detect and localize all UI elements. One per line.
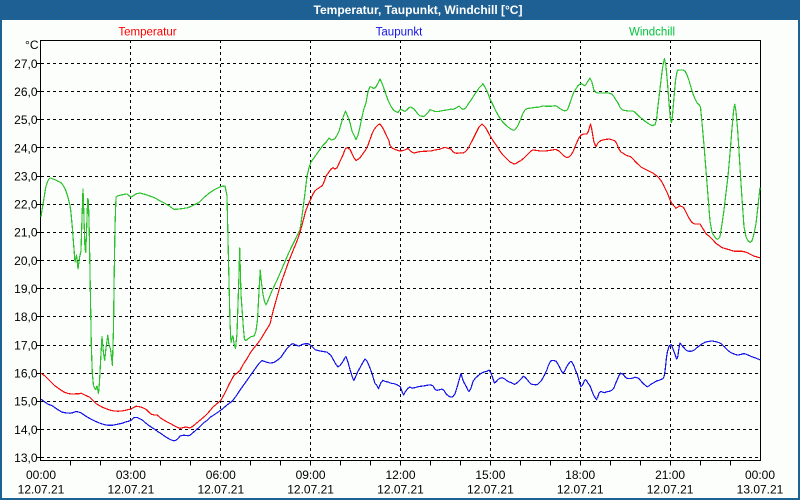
svg-text:12.07.21: 12.07.21 [467,483,514,497]
svg-text:27,0: 27,0 [14,57,38,71]
svg-text:13.07.21: 13.07.21 [737,483,784,497]
svg-text:12.07.21: 12.07.21 [557,483,604,497]
svg-text:09:00: 09:00 [296,468,326,482]
svg-text:25,0: 25,0 [14,113,38,127]
svg-text:Temperatur: Temperatur [118,27,176,39]
svg-text:17,0: 17,0 [14,338,38,352]
svg-text:Windchill: Windchill [629,27,675,39]
svg-text:12.07.21: 12.07.21 [377,483,424,497]
svg-text:00:00: 00:00 [26,468,56,482]
svg-text:18,0: 18,0 [14,310,38,324]
svg-text:12.07.21: 12.07.21 [287,483,334,497]
svg-text:26,0: 26,0 [14,85,38,99]
svg-text:13,0: 13,0 [14,451,38,465]
svg-text:16,0: 16,0 [14,367,38,381]
svg-text:00:00: 00:00 [745,468,775,482]
svg-text:14,0: 14,0 [14,423,38,437]
svg-text:06:00: 06:00 [206,468,236,482]
svg-text:22,0: 22,0 [14,198,38,212]
svg-text:21:00: 21:00 [655,468,685,482]
svg-text:°C: °C [25,38,39,52]
svg-text:18:00: 18:00 [565,468,595,482]
svg-text:12.07.21: 12.07.21 [108,483,155,497]
svg-text:23,0: 23,0 [14,169,38,183]
svg-text:21,0: 21,0 [14,226,38,240]
svg-text:12.07.21: 12.07.21 [197,483,244,497]
svg-text:15:00: 15:00 [475,468,505,482]
svg-text:24,0: 24,0 [14,141,38,155]
svg-text:Taupunkt: Taupunkt [376,27,423,39]
svg-text:19,0: 19,0 [14,282,38,296]
svg-text:12.07.21: 12.07.21 [647,483,694,497]
svg-text:03:00: 03:00 [116,468,146,482]
svg-text:15,0: 15,0 [14,395,38,409]
svg-text:12.07.21: 12.07.21 [18,483,65,497]
svg-text:12:00: 12:00 [385,468,415,482]
svg-text:20,0: 20,0 [14,254,38,268]
